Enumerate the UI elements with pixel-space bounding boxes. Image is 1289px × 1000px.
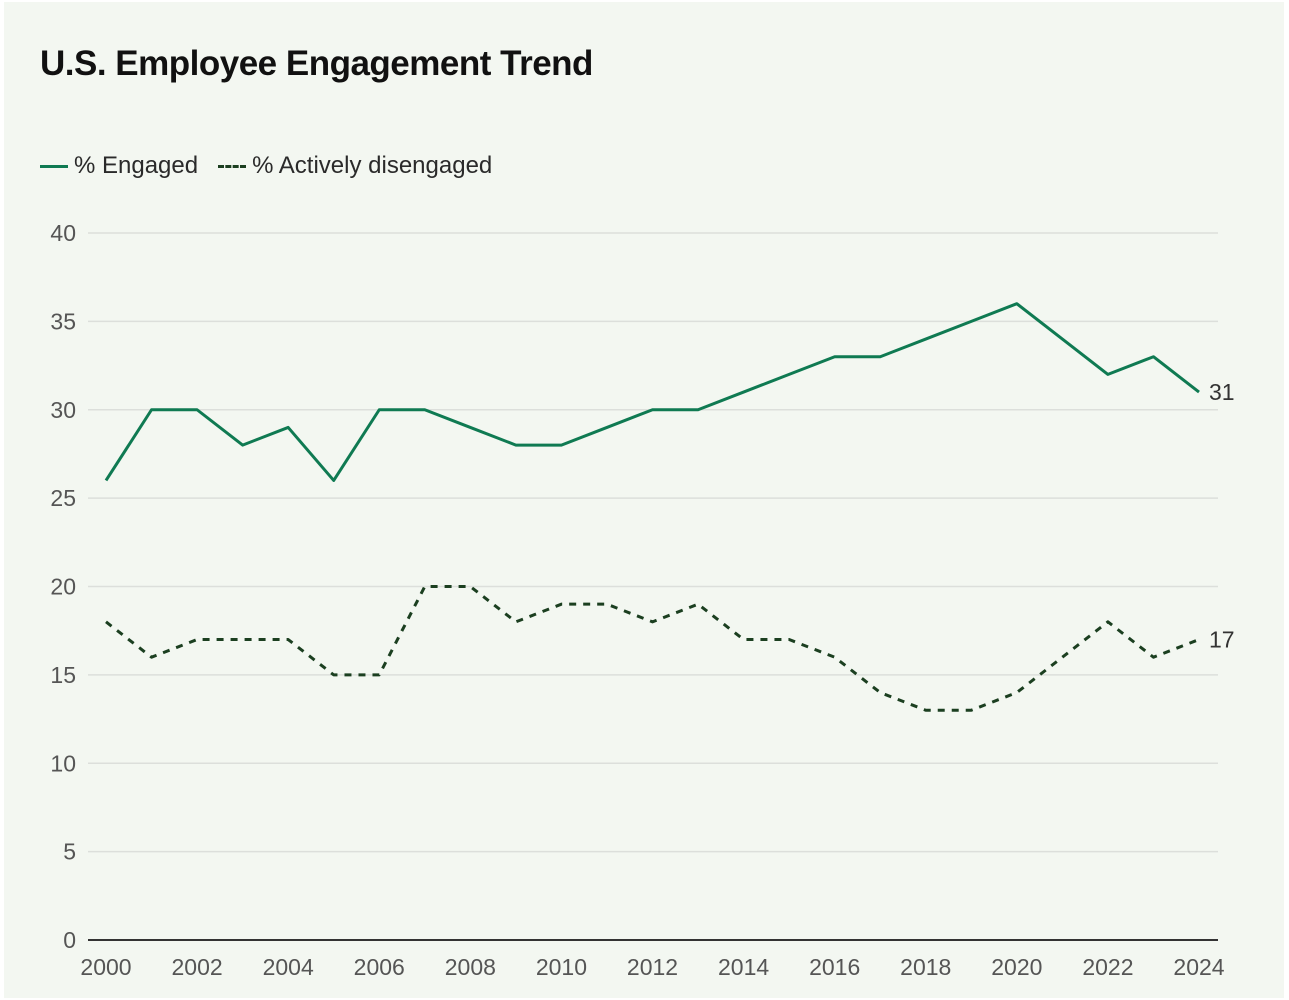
- end-value-label: 17: [1209, 627, 1235, 653]
- series-line-actively-disengaged: [105, 585, 1200, 712]
- x-tick-label: 2002: [171, 954, 222, 980]
- legend-item-disengaged: % Actively disengaged: [218, 152, 492, 180]
- y-tick-label: 10: [50, 750, 76, 776]
- chart-card: U.S. Employee Engagement Trend % Engaged…: [4, 2, 1284, 998]
- x-tick-label: 2004: [263, 954, 314, 980]
- y-tick-label: 20: [50, 574, 76, 600]
- y-tick-label: 30: [50, 397, 76, 423]
- x-tick-label: 2006: [354, 954, 405, 980]
- x-tick-label: 2012: [627, 954, 678, 980]
- y-tick-label: 0: [63, 927, 76, 953]
- x-tick-label: 2014: [718, 954, 769, 980]
- x-tick-label: 2016: [809, 954, 860, 980]
- y-tick-label: 25: [50, 485, 76, 511]
- x-tick-label: 2020: [991, 954, 1042, 980]
- chart-title: U.S. Employee Engagement Trend: [40, 44, 593, 83]
- legend-label: % Engaged: [74, 152, 199, 179]
- x-tick-label: 2022: [1082, 954, 1133, 980]
- legend-swatch-dashed: [218, 164, 247, 168]
- x-tick-label: 2000: [80, 954, 131, 980]
- x-tick-label: 2008: [445, 954, 496, 980]
- x-tick-label: 2010: [536, 954, 587, 980]
- legend: % Engaged % Actively disengaged: [40, 152, 512, 180]
- y-tick-label: 15: [50, 662, 76, 688]
- y-tick-label: 40: [50, 220, 76, 246]
- series-line-engaged: [104, 302, 1200, 482]
- y-tick-label: 5: [63, 839, 76, 865]
- y-tick-label: 35: [50, 308, 76, 334]
- end-value-label: 31: [1209, 379, 1235, 405]
- legend-item-engaged: % Engaged: [40, 152, 198, 180]
- x-tick-label: 2018: [900, 954, 951, 980]
- legend-swatch-solid: [40, 164, 68, 168]
- legend-label: % Actively disengaged: [252, 152, 493, 179]
- x-tick-label: 2024: [1173, 954, 1224, 980]
